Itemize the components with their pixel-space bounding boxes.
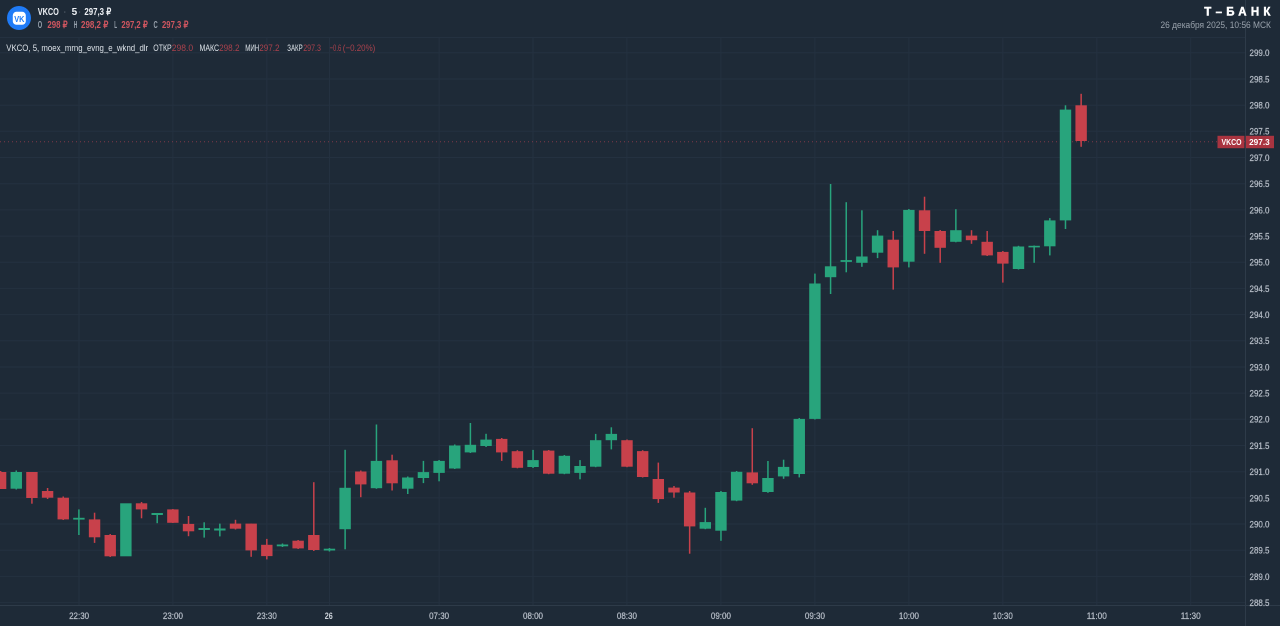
svg-text:297.3: 297.3 [303,43,321,54]
svg-text:23:00: 23:00 [163,611,183,622]
svg-text:297,3 ₽: 297,3 ₽ [84,7,111,18]
svg-text:293.0: 293.0 [1250,362,1270,373]
svg-text:VKCO, 5, moex_mrng_evng_e_wknd: VKCO, 5, moex_mrng_evng_e_wknd_dlr [6,43,148,54]
svg-text:298,2 ₽: 298,2 ₽ [81,20,109,31]
svg-text:295.0: 295.0 [1250,258,1270,269]
svg-text:296.0: 296.0 [1250,205,1270,216]
svg-text:МАКС: МАКС [200,43,220,54]
svg-text:5: 5 [72,7,78,18]
svg-text:VKCO: VKCO [38,7,59,18]
svg-text:289.0: 289.0 [1250,572,1270,583]
svg-text:292.5: 292.5 [1250,389,1270,400]
svg-text:297.2: 297.2 [259,43,279,54]
svg-text:ОТКР: ОТКР [153,43,171,54]
svg-text:298.0: 298.0 [172,43,193,54]
svg-text:VKCO: VKCO [1222,137,1242,147]
svg-text:26 декабря 2025, 10:56 МСК: 26 декабря 2025, 10:56 МСК [1161,20,1272,31]
svg-text:288.5: 288.5 [1250,598,1270,609]
svg-text:297.3: 297.3 [1249,137,1270,147]
svg-text:289.5: 289.5 [1250,546,1270,557]
svg-text:МИН: МИН [245,43,259,54]
svg-text:C: C [154,20,158,31]
svg-text:294.5: 294.5 [1250,284,1270,295]
svg-text:O: O [38,20,43,31]
svg-text:298 ₽: 298 ₽ [47,20,68,31]
svg-text:08:00: 08:00 [523,611,543,622]
svg-text:H: H [74,20,78,31]
svg-text:L: L [114,20,117,31]
svg-text:298.5: 298.5 [1250,74,1270,85]
svg-text:22:30: 22:30 [69,611,89,622]
svg-text:08:30: 08:30 [617,611,637,622]
svg-text:297.5: 297.5 [1250,127,1270,138]
svg-text:26: 26 [325,611,333,622]
svg-text:297.0: 297.0 [1250,153,1270,164]
svg-text:Т–БАНК: Т–БАНК [1204,6,1271,18]
svg-text:295.5: 295.5 [1250,232,1270,243]
svg-text:09:00: 09:00 [711,611,731,622]
svg-text:291.5: 291.5 [1250,441,1270,452]
svg-text:298.2: 298.2 [219,43,239,54]
svg-text:(−0.20%): (−0.20%) [343,43,376,54]
svg-text:299.0: 299.0 [1250,48,1270,59]
svg-text:11:30: 11:30 [1181,611,1201,622]
svg-text:07:30: 07:30 [429,611,449,622]
svg-text:297,3 ₽: 297,3 ₽ [162,20,189,31]
svg-text:291.0: 291.0 [1250,467,1270,478]
svg-text:10:30: 10:30 [993,611,1013,622]
svg-text:297,2 ₽: 297,2 ₽ [121,20,148,31]
svg-text:290.0: 290.0 [1250,519,1270,530]
svg-text:·: · [64,7,67,16]
svg-text:294.0: 294.0 [1250,310,1270,321]
svg-text:296.5: 296.5 [1250,179,1270,190]
svg-text:ЗАКР: ЗАКР [287,43,302,54]
svg-text:11:00: 11:00 [1087,611,1107,622]
svg-text:290.5: 290.5 [1250,493,1270,504]
svg-text:VK: VK [14,15,24,24]
svg-text:−0.6: −0.6 [330,43,342,54]
svg-text:292.0: 292.0 [1250,415,1270,426]
svg-text:298.0: 298.0 [1250,101,1270,112]
svg-text:·: · [78,7,81,16]
svg-text:10:00: 10:00 [899,611,919,622]
svg-text:09:30: 09:30 [805,611,825,622]
svg-text:23:30: 23:30 [257,611,277,622]
svg-text:293.5: 293.5 [1250,336,1270,347]
